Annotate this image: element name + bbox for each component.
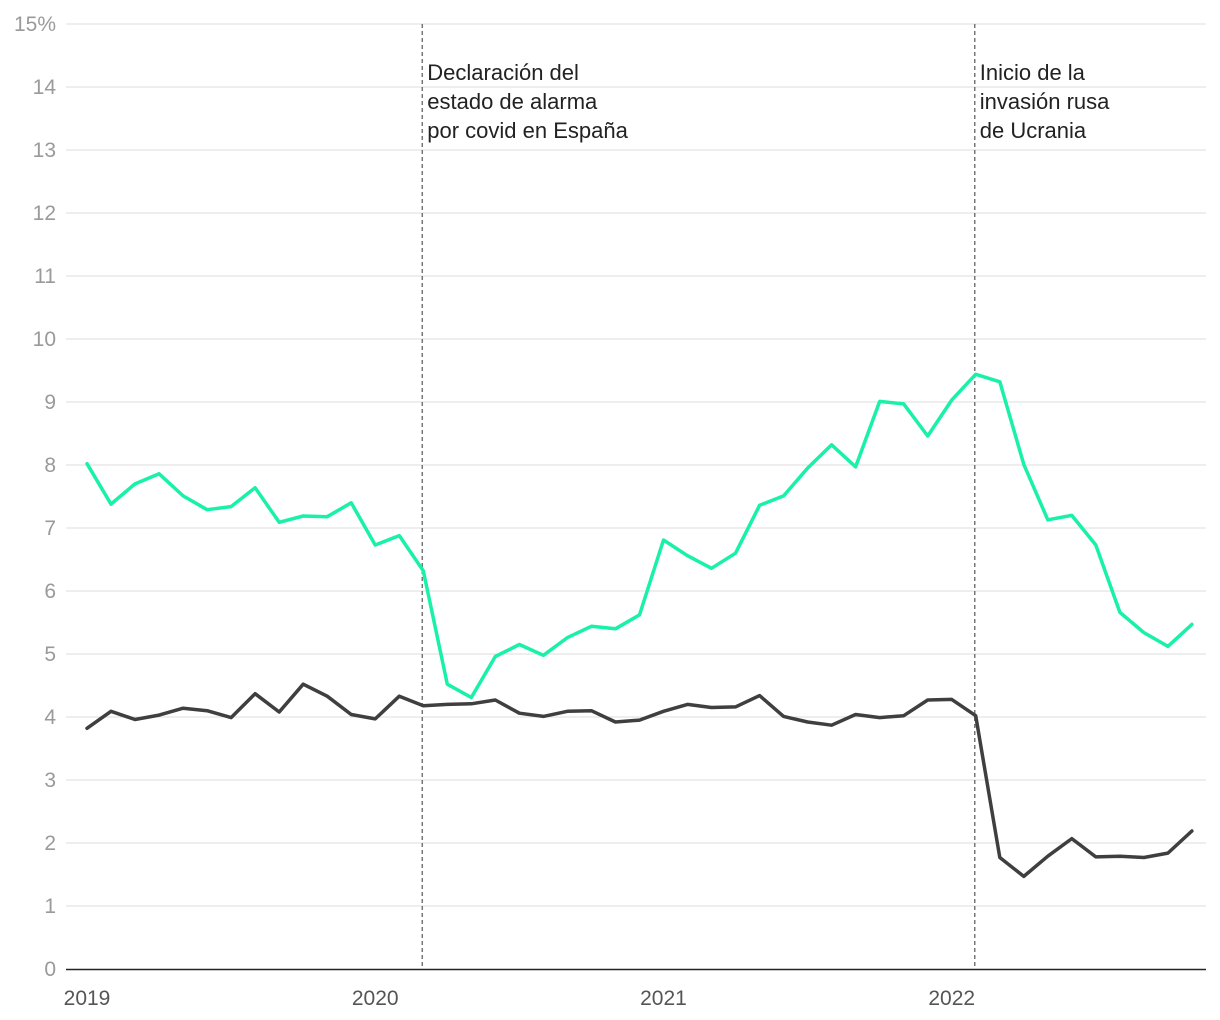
y-tick-label-5: 5 bbox=[44, 643, 56, 666]
y-tick-label-7: 7 bbox=[44, 517, 56, 540]
annotation-2-line-3: de Ucrania bbox=[980, 118, 1087, 143]
y-tick-label-12: 12 bbox=[33, 202, 56, 225]
y-tick-label-8: 8 bbox=[44, 454, 56, 477]
y-tick-label-15: 15% bbox=[14, 13, 56, 36]
annotation-2-line-2: invasión rusa bbox=[980, 89, 1110, 114]
y-tick-label-4: 4 bbox=[44, 706, 56, 729]
event-markers: Declaración del estado de alarma por covid… bbox=[421, 24, 1110, 969]
x-tick-label-2019: 2019 bbox=[64, 987, 111, 1010]
annotation-1-line-2: estado de alarma bbox=[427, 89, 598, 114]
series-line-2 bbox=[85, 682, 1194, 879]
y-tick-label-3: 3 bbox=[44, 769, 56, 792]
y-tick-label-1: 1 bbox=[44, 895, 56, 918]
series bbox=[85, 372, 1194, 879]
y-tick-label-6: 6 bbox=[44, 580, 56, 603]
x-tick-label-2021: 2021 bbox=[640, 987, 687, 1010]
grid bbox=[66, 23, 1206, 907]
y-tick-label-13: 13 bbox=[33, 139, 56, 162]
y-tick-label-11: 11 bbox=[34, 265, 56, 288]
x-tick-label-2020: 2020 bbox=[352, 987, 399, 1010]
y-tick-label-14: 14 bbox=[33, 76, 57, 99]
annotation-1-line-3: por covid en España bbox=[427, 118, 628, 143]
x-tick-label-2022: 2022 bbox=[928, 987, 975, 1010]
x-axis: 2019 2020 2021 2022 bbox=[64, 987, 975, 1010]
annotation-2-line-1: Inicio de la bbox=[980, 60, 1086, 85]
y-tick-label-2: 2 bbox=[44, 832, 56, 855]
annotation-1-line-1: Declaración del bbox=[427, 60, 579, 85]
y-tick-label-10: 10 bbox=[33, 328, 56, 351]
series-line-1 bbox=[85, 372, 1194, 700]
y-tick-label-9: 9 bbox=[44, 391, 56, 414]
y-tick-label-0: 0 bbox=[44, 958, 56, 981]
